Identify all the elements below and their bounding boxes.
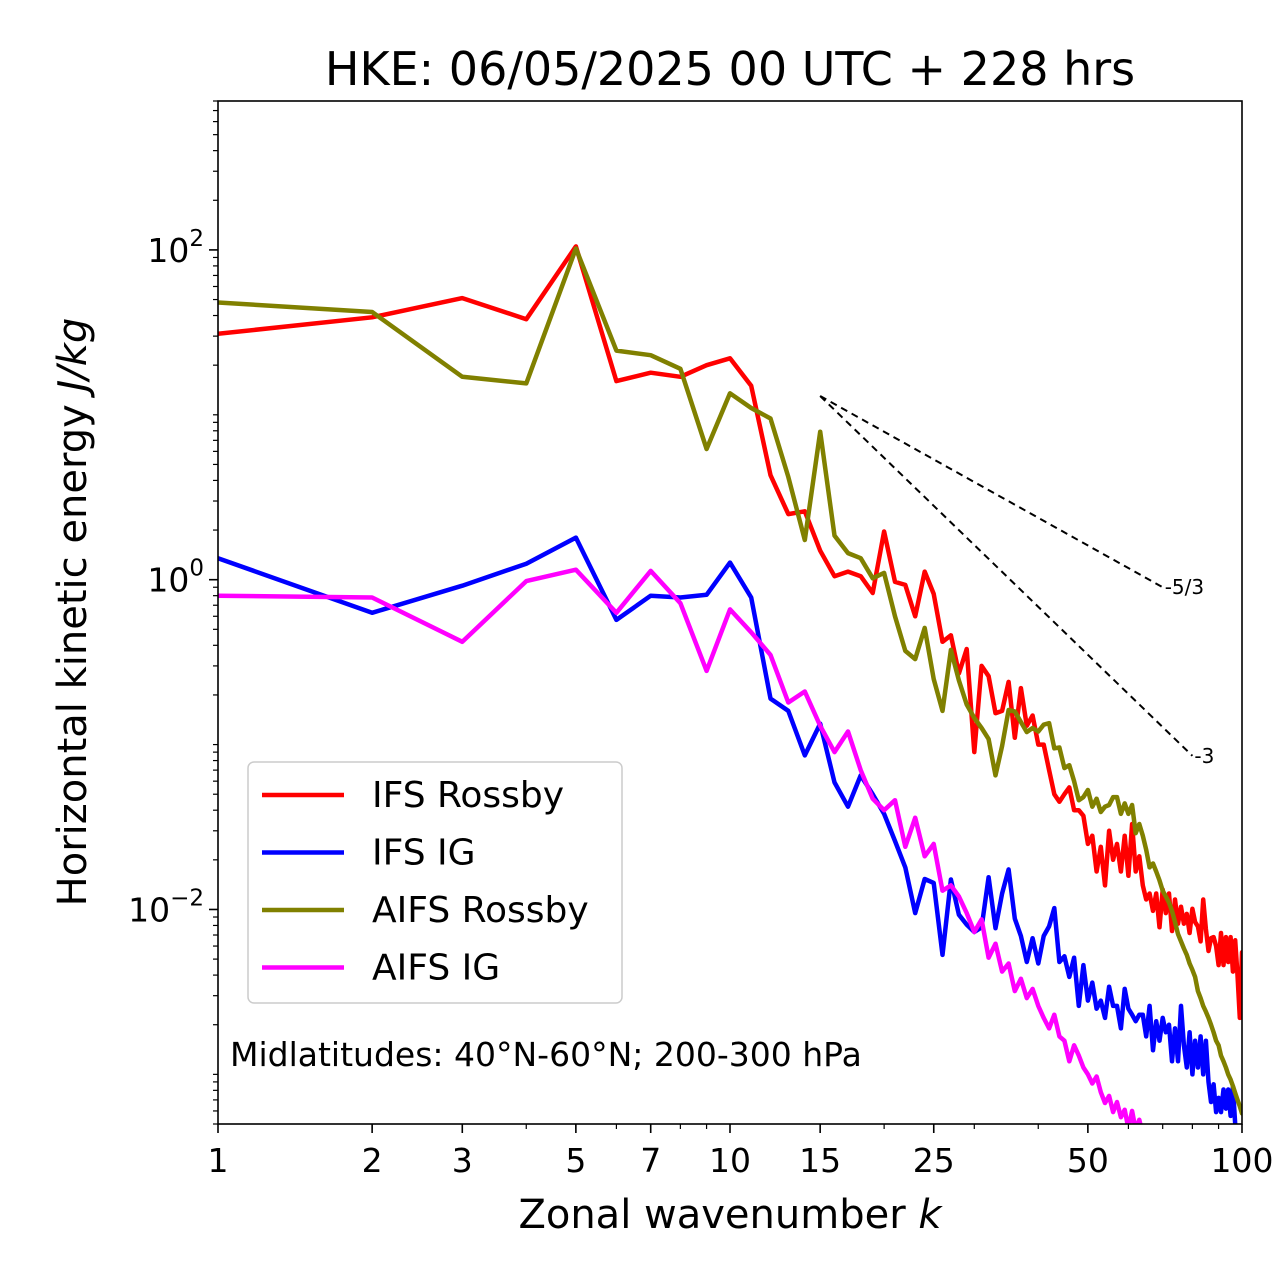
- x-tick-label: 100: [1211, 1141, 1274, 1180]
- reference-slope-label: -3: [1194, 744, 1214, 768]
- axes-ticks: 1 2 3 5 7 10 15 25 50 100 10−2 100 102: [128, 100, 1274, 1180]
- legend-label: AIFS IG: [372, 948, 500, 989]
- series-line-ifs-rossby: [218, 244, 1242, 1021]
- legend-box: [247, 761, 623, 1004]
- y-axis-label: Horizontal kinetic energy J/kg: [50, 318, 96, 907]
- reference-slope-label: -5/3: [1165, 575, 1204, 599]
- region-annotation: Midlatitudes: 40°N-60°N; 200-300 hPa: [230, 1035, 862, 1074]
- y-tick-label: 102: [147, 226, 204, 270]
- x-tick-label: 15: [799, 1141, 841, 1180]
- x-tick-label: 3: [452, 1141, 473, 1180]
- x-tick-label: 50: [1067, 1141, 1109, 1180]
- legend-items: IFS Rossby IFS IG AIFS Rossby AIFS IG: [262, 775, 589, 989]
- reference-lines: -5/3 -3: [819, 395, 1214, 768]
- plot-frame: [217, 100, 1243, 1125]
- y-tick-label: 100: [147, 556, 204, 600]
- y-tick-label: 10−2: [128, 885, 204, 929]
- reference-slope-line: [819, 395, 1164, 589]
- series-layer: [218, 244, 1242, 1124]
- series-line-aifs-rossby: [218, 246, 1242, 1116]
- reference-slope-line: [819, 395, 1194, 757]
- series-line-aifs-ig: [218, 567, 1143, 1124]
- legend: IFS Rossby IFS IG AIFS Rossby AIFS IG: [247, 761, 623, 1004]
- x-tick-label: 2: [362, 1141, 383, 1180]
- x-axis-label: Zonal wavenumber k: [518, 1192, 943, 1238]
- series-line-ifs-ig: [218, 535, 1238, 1124]
- legend-label: AIFS Rossby: [372, 890, 589, 931]
- x-tick-label: 10: [709, 1141, 751, 1180]
- x-tick-label: 1: [208, 1141, 229, 1180]
- legend-label: IFS Rossby: [372, 775, 564, 816]
- x-tick-label: 5: [565, 1141, 586, 1180]
- x-tick-label: 25: [913, 1141, 955, 1180]
- x-tick-label: 7: [640, 1141, 661, 1180]
- chart-title: HKE: 06/05/2025 00 UTC + 228 hrs: [325, 42, 1135, 96]
- legend-label: IFS IG: [372, 833, 476, 874]
